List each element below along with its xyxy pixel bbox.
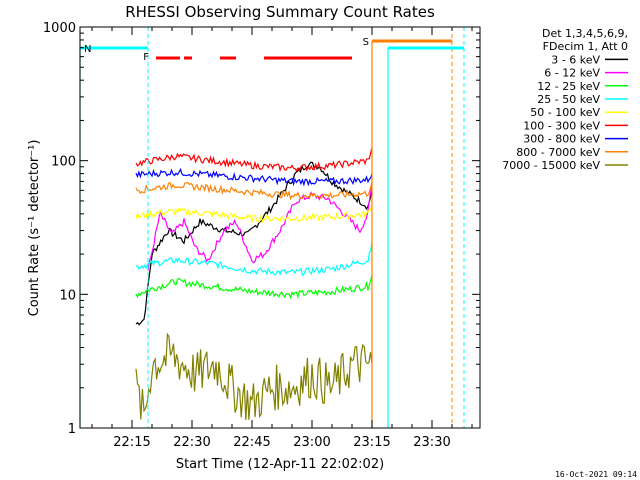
y-tick-label: 10: [59, 288, 76, 303]
legend-label-3: 12 - 25 keV: [537, 80, 600, 93]
series-line-4: [135, 241, 373, 276]
x-tick-label: 22:45: [233, 435, 270, 450]
legend-label-6: 100 - 300 keV: [523, 119, 600, 132]
legend-label-4: 25 - 50 keV: [537, 93, 600, 106]
legend-label-7: 300 - 800 keV: [523, 133, 600, 146]
legend-label-2: 6 - 12 keV: [544, 67, 600, 80]
series-line-7: [135, 167, 373, 187]
x-tick-label: 22:30: [173, 435, 210, 450]
legend-label-8: 800 - 7000 keV: [516, 146, 600, 159]
series-line-6: [135, 147, 373, 173]
series-line-3: [135, 274, 373, 300]
series-line-5: [135, 203, 373, 224]
x-tick-label: 23:15: [353, 435, 390, 450]
series-line-8: [135, 181, 373, 201]
legend-label-1: 3 - 6 keV: [551, 53, 600, 66]
legend-header: FDecim 1, Att 0: [543, 40, 628, 53]
annotation-layer: N S F: [79, 27, 465, 428]
y-tick-label: 100: [51, 155, 76, 170]
plot-frame: [79, 26, 481, 429]
x-tick-label: 23:00: [293, 435, 330, 450]
legend-header: Det 1,3,4,5,6,9,: [542, 27, 628, 40]
chart-title: RHESSI Observing Summary Count Rates: [125, 3, 435, 21]
y-tick-label: 1: [68, 422, 76, 437]
legend-label-5: 50 - 100 keV: [530, 106, 600, 119]
axes-layer: 1 10 100 1000 22:15 22:30 22:45 23:00 23:15 23:30: [43, 21, 481, 450]
y-tick-label: 1000: [43, 21, 76, 36]
series-line-1: [135, 161, 373, 326]
series-layer: [135, 147, 373, 421]
y-axis-label: Count Rate (s⁻¹ detector⁻¹): [27, 140, 42, 317]
series-line-2: [147, 181, 373, 271]
annotation-label-S: S: [363, 37, 369, 48]
timestamp: 16-Oct-2021 09:14: [555, 470, 637, 479]
legend-label-9: 7000 - 15000 keV: [502, 159, 600, 172]
x-tick-label: 23:30: [413, 435, 450, 450]
x-axis-label: Start Time (12-Apr-11 22:02:02): [176, 457, 384, 472]
series-line-9: [135, 332, 373, 421]
flare-marker: F: [143, 52, 149, 63]
legend: Det 1,3,4,5,6,9,FDecim 1, Att 03 - 6 keV…: [502, 27, 628, 172]
annotation-label-N: N: [84, 44, 91, 55]
x-tick-label: 22:15: [113, 435, 150, 450]
